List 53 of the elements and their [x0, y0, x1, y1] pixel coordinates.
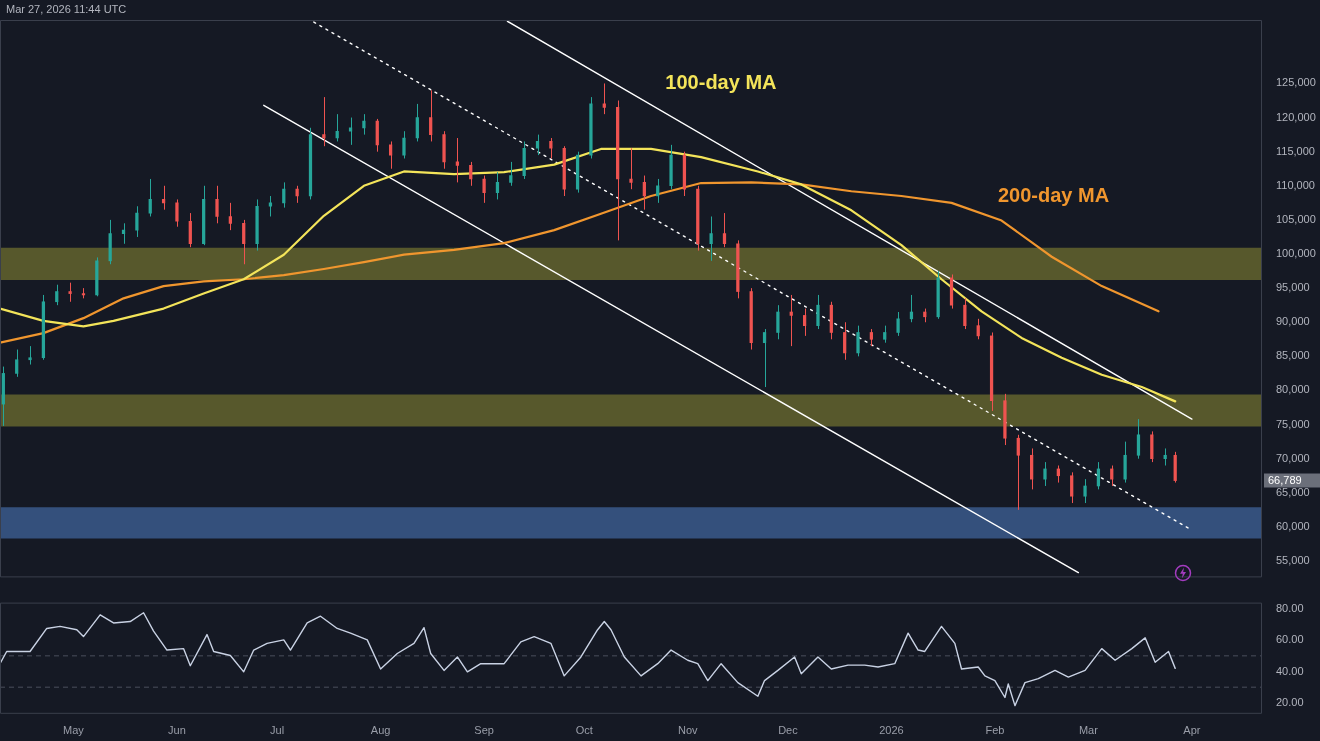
candlestick: [1123, 441, 1127, 484]
x-tick-label: Sep: [474, 724, 494, 737]
x-tick-label: Oct: [575, 724, 593, 737]
x-tick-label: Dec: [778, 724, 799, 737]
candlestick: [816, 294, 820, 330]
x-tick-label: Jul: [270, 724, 285, 737]
y-tick-label: 125,000: [1276, 76, 1316, 89]
candlestick: [709, 215, 713, 262]
y-tick-label: 95,000: [1276, 281, 1310, 294]
text: 100-day MA: [665, 71, 777, 94]
candlestick: [255, 198, 259, 252]
y-tick-label: 60,000: [1276, 519, 1310, 532]
candlestick: [589, 96, 593, 159]
x-tick-label: Mar: [1078, 724, 1099, 737]
y-tick-label: 100,000: [1276, 247, 1316, 260]
candlestick: [1083, 478, 1087, 504]
y-tick-label: 55,000: [1276, 554, 1310, 567]
y-tick-label: 20.00: [1276, 695, 1304, 708]
x-tick-label: May: [63, 724, 85, 737]
x-tick-label: 2026: [879, 724, 904, 737]
candlestick: [28, 345, 32, 366]
candlestick: [629, 147, 633, 190]
candlestick: [776, 304, 780, 340]
y-tick-label: 110,000: [1276, 178, 1315, 191]
y-tick-label: 40.00: [1276, 664, 1304, 677]
x-tick-label: Jun: [168, 724, 186, 737]
candlestick: [549, 137, 553, 159]
y-tick-label: 85,000: [1276, 349, 1310, 362]
y-tick-label: 70,000: [1276, 451, 1310, 464]
candlestick: [896, 311, 900, 337]
candlestick: [1003, 393, 1007, 446]
text: Mar 27, 2026 11:44 UTC: [6, 3, 127, 16]
x-tick-label: Aug: [370, 724, 391, 737]
x-tick-label: Feb: [985, 724, 1005, 737]
y-tick-label: 90,000: [1276, 315, 1310, 328]
candlestick: [669, 144, 673, 190]
y-tick-label: 105,000: [1276, 212, 1316, 225]
y-tick-label: 65,000: [1276, 485, 1310, 498]
x-tick-label: Apr: [1183, 724, 1201, 737]
y-tick-label: 120,000: [1276, 110, 1316, 123]
candlestick: [442, 130, 446, 170]
y-tick-label: 115,000: [1276, 144, 1315, 157]
candlestick: [856, 325, 860, 357]
y-tick-label: 75,000: [1276, 417, 1310, 430]
candlestick: [215, 185, 219, 224]
candlestick: [68, 282, 72, 303]
y-tick-label: 80.00: [1276, 601, 1304, 614]
x-tick-label: Nov: [677, 724, 699, 737]
y-tick-label: 60.00: [1276, 633, 1304, 646]
candlestick: [175, 198, 179, 228]
y-tick-label: 80,000: [1276, 383, 1310, 396]
text: 66,789: [1268, 473, 1302, 486]
series-label: 200-day MA: [997, 183, 1110, 206]
